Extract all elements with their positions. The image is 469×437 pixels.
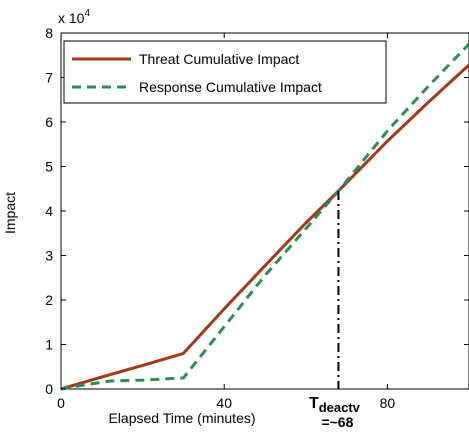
x-tick-label-0: 0 <box>57 395 65 411</box>
series-line-response <box>60 43 469 391</box>
y-tick-label-8: 8 <box>45 25 53 41</box>
y-tick-label-1: 1 <box>45 337 53 353</box>
y-tick-label-2: 2 <box>45 292 53 308</box>
x-axis-label: Elapsed Time (minutes) <box>108 410 255 426</box>
y-tick-label-3: 3 <box>45 248 53 264</box>
y-tick-label-6: 6 <box>45 114 53 130</box>
y-tick-label-4: 4 <box>45 203 53 219</box>
y-tick-label-7: 7 <box>45 70 53 86</box>
legend: Threat Cumulative Impact Response Cumula… <box>63 40 387 104</box>
deactivation-label: Tdeactv <box>309 395 361 415</box>
y-axis-label: Impact <box>2 192 18 234</box>
ticks-layer: 0 40 80 0 1 2 3 4 5 6 7 8 <box>45 25 469 411</box>
y-tick-label-0: 0 <box>45 381 53 397</box>
y-tick-label-5: 5 <box>45 159 53 175</box>
series-line-threat <box>60 63 469 391</box>
annotation-layer: Tdeactv=~68 <box>309 190 361 430</box>
legend-box <box>63 40 387 104</box>
x-tick-label-1: 40 <box>216 395 232 411</box>
y-multiplier: x 104 <box>58 8 90 26</box>
series-layer <box>60 43 469 391</box>
deactivation-value: =~68 <box>321 414 353 430</box>
legend-label-response: Response Cumulative Impact <box>139 79 322 95</box>
x-tick-label-2: 80 <box>380 395 396 411</box>
legend-label-threat: Threat Cumulative Impact <box>139 51 299 67</box>
y-multiplier-exponent: 4 <box>84 8 90 19</box>
